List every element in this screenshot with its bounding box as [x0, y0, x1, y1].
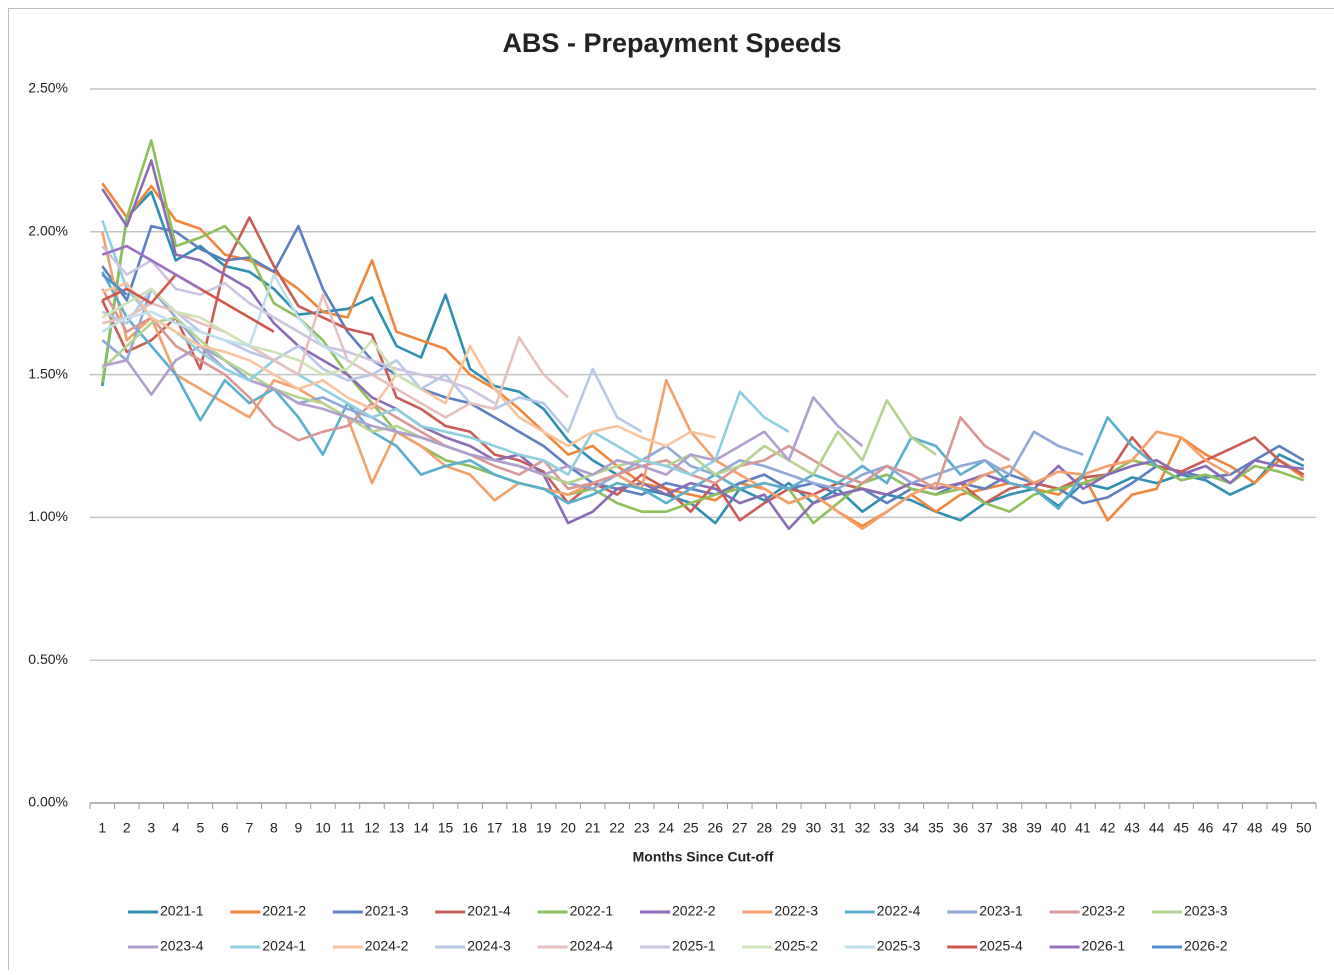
legend-label: 2025-2	[774, 938, 818, 954]
legend-label: 2024-4	[570, 938, 614, 954]
x-tick-label: 46	[1198, 820, 1214, 836]
legend-label: 2024-3	[467, 938, 511, 954]
x-tick-label: 33	[879, 820, 895, 836]
legend-label: 2022-1	[570, 903, 614, 919]
legend-label: 2023-4	[160, 938, 204, 954]
x-tick-label: 25	[683, 820, 699, 836]
x-axis-title: Months Since Cut-off	[633, 849, 774, 865]
legend-label: 2026-1	[1082, 938, 1126, 954]
legend-label: 2021-4	[467, 903, 511, 919]
x-tick-label: 45	[1173, 820, 1189, 836]
x-tick-label: 5	[196, 820, 204, 836]
y-tick-label: 2.50%	[28, 80, 68, 96]
x-tick-label: 37	[977, 820, 993, 836]
legend-label: 2025-3	[877, 938, 921, 954]
x-tick-label: 28	[757, 820, 773, 836]
x-tick-label: 11	[340, 820, 355, 836]
x-tick-label: 38	[1002, 820, 1018, 836]
x-tick-label: 50	[1296, 820, 1312, 836]
x-tick-label: 8	[270, 820, 278, 836]
x-tick-label: 13	[389, 820, 405, 836]
x-tick-label: 43	[1124, 820, 1140, 836]
legend-label: 2021-2	[262, 903, 306, 919]
x-tick-label: 15	[438, 820, 454, 836]
legend-label: 2023-1	[979, 903, 1023, 919]
x-tick-label: 36	[953, 820, 969, 836]
x-tick-label: 3	[147, 820, 155, 836]
x-tick-label: 6	[221, 820, 229, 836]
x-tick-label: 29	[781, 820, 797, 836]
x-tick-label: 2	[123, 820, 131, 836]
x-tick-label: 26	[707, 820, 723, 836]
y-tick-label: 2.00%	[28, 223, 68, 239]
x-tick-label: 14	[413, 820, 429, 836]
legend-label: 2022-2	[672, 903, 716, 919]
x-tick-label: 40	[1051, 820, 1067, 836]
x-tick-label: 4	[172, 820, 180, 836]
chart-title: ABS - Prepayment Speeds	[502, 28, 841, 58]
legend-label: 2024-2	[365, 938, 409, 954]
x-tick-label: 30	[806, 820, 822, 836]
x-tick-label: 21	[585, 820, 601, 836]
legend-label: 2025-4	[979, 938, 1023, 954]
legend-label: 2021-3	[365, 903, 409, 919]
legend-label: 2021-1	[160, 903, 204, 919]
x-tick-label: 35	[928, 820, 944, 836]
x-tick-label: 18	[511, 820, 527, 836]
y-tick-label: 0.00%	[28, 794, 68, 810]
x-tick-label: 17	[487, 820, 503, 836]
x-tick-label: 27	[732, 820, 748, 836]
legend-label: 2025-1	[672, 938, 716, 954]
x-tick-label: 1	[98, 820, 106, 836]
x-tick-label: 32	[855, 820, 871, 836]
x-tick-label: 34	[904, 820, 920, 836]
x-tick-label: 7	[245, 820, 253, 836]
x-tick-label: 42	[1100, 820, 1116, 836]
legend-label: 2023-2	[1082, 903, 1126, 919]
legend-label: 2022-4	[877, 903, 921, 919]
x-tick-label: 16	[462, 820, 478, 836]
x-tick-label: 41	[1075, 820, 1091, 836]
x-tick-label: 9	[295, 820, 303, 836]
x-tick-label: 31	[830, 820, 846, 836]
x-tick-label: 47	[1222, 820, 1238, 836]
x-tick-label: 24	[658, 820, 674, 836]
x-tick-label: 12	[364, 820, 380, 836]
x-tick-label: 10	[315, 820, 331, 836]
x-tick-label: 39	[1026, 820, 1042, 836]
x-tick-label: 48	[1247, 820, 1263, 836]
legend-label: 2024-1	[262, 938, 306, 954]
x-tick-label: 20	[560, 820, 576, 836]
y-tick-label: 1.00%	[28, 508, 68, 524]
legend-label: 2023-3	[1184, 903, 1228, 919]
x-tick-label: 19	[536, 820, 552, 836]
legend-label: 2022-3	[774, 903, 818, 919]
y-tick-label: 1.50%	[28, 365, 68, 381]
legend-label: 2026-2	[1184, 938, 1228, 954]
x-tick-label: 22	[609, 820, 625, 836]
x-tick-label: 44	[1149, 820, 1165, 836]
x-tick-label: 49	[1271, 820, 1287, 836]
x-tick-label: 23	[634, 820, 650, 836]
y-tick-label: 0.50%	[28, 651, 68, 667]
